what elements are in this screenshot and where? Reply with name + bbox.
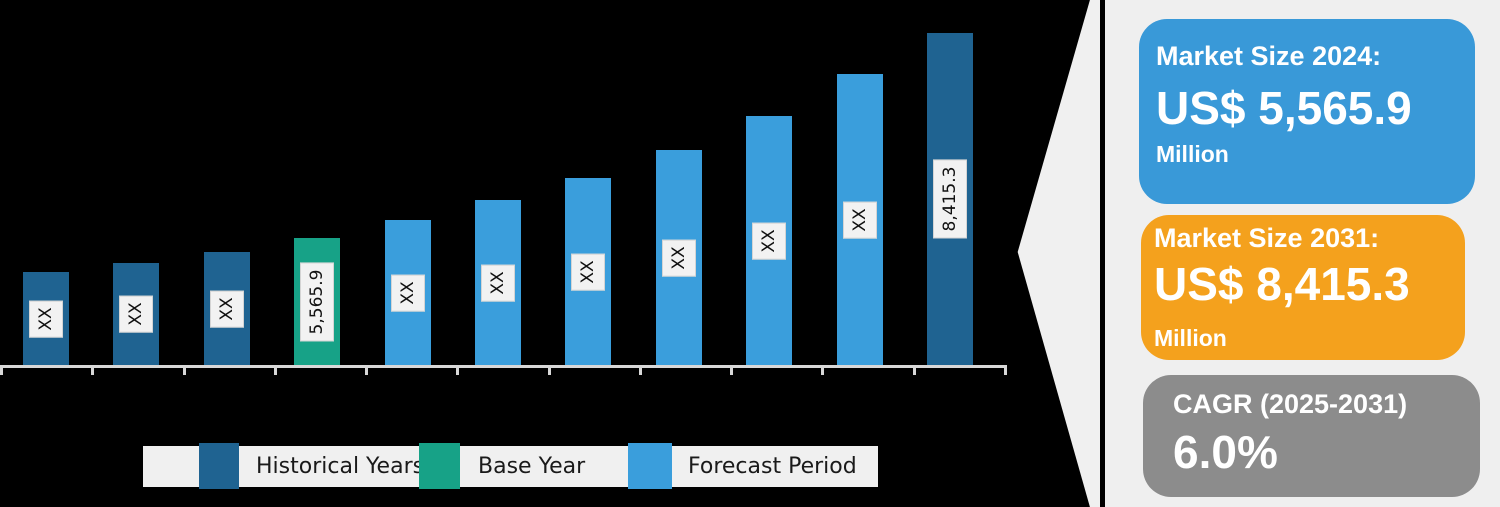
card-value: 6.0% [1173,426,1278,478]
legend-swatch-forecast [628,443,672,489]
bar-5-forecast: XX [384,220,431,365]
bar-1-historical: XX [23,272,69,365]
x-axis [0,365,1006,368]
axis-tick [273,365,277,375]
bar-2-historical: XX [113,263,160,365]
axis-tick [821,365,825,375]
bar-10-forecast: XX [836,74,883,365]
card-unit: Million [1156,141,1229,167]
axis-tick [91,365,95,375]
bar-6-forecast: XX [475,200,521,365]
legend-swatch-base-year [419,443,460,489]
cagr-card: CAGR (2025-2031) 6.0% [1143,375,1480,497]
bar-3-historical: XX [203,252,250,365]
market-size-2024-card: Market Size 2024: US$ 5,565.9 Million [1139,19,1475,204]
axis-tick [456,365,460,375]
card-title: CAGR (2025-2031) [1173,389,1408,419]
card-title: Market Size 2024: [1156,41,1382,71]
card-value: US$ 8,415.3 [1154,258,1410,310]
axis-tick [0,365,3,375]
x-axis-ticks [0,365,1007,375]
legend-swatch-historical [199,443,239,489]
bars: XX XX XX 5,565.9 XX XX XX XX XX XX 8,415.3 [23,33,973,365]
axis-tick [365,365,369,375]
bar-9-forecast: XX [746,116,793,365]
axis-tick [730,365,734,375]
legend-label-historical: Historical Years [256,454,425,479]
axis-tick [912,365,916,375]
summary-panel: Market Size 2024: US$ 5,565.9 Million Ma… [1105,0,1500,507]
bar-8-forecast: XX [655,150,702,365]
card-value: US$ 5,565.9 [1156,82,1412,134]
axis-tick [638,365,642,375]
card-title: Market Size 2031: [1154,223,1380,253]
legend-label-forecast: Forecast Period [688,454,857,479]
bar-7-forecast: XX [565,178,612,365]
legend-strip [143,446,878,487]
bar-11-forecast: 8,415.3 [927,33,973,365]
axis-tick [547,365,551,375]
callout-arrow [1017,0,1100,507]
legend-label-base-year: Base Year [478,454,586,479]
market-size-2031-card: Market Size 2031: US$ 8,415.3 Million [1141,215,1465,360]
bar-chart: XX XX XX 5,565.9 XX XX XX XX XX XX 8,415.3 [0,33,1007,375]
axis-tick [1004,365,1007,375]
bar-4-base-year: 5,565.9 [294,238,341,365]
axis-tick [182,365,186,375]
card-unit: Million [1154,325,1227,351]
